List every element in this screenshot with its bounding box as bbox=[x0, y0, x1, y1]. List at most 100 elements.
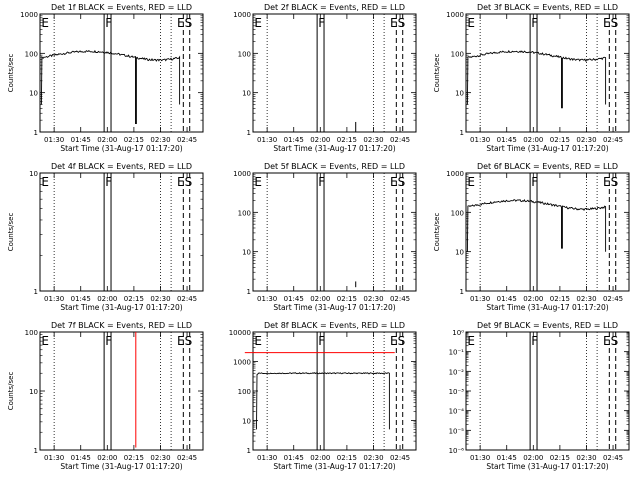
y-tick-label: 1000 bbox=[233, 170, 251, 178]
x-tick-label: 02:45 bbox=[390, 454, 410, 462]
y-tick-label: 10⁻³ bbox=[449, 388, 465, 396]
x-axis-label: Start Time (31-Aug-17 01:17:20) bbox=[273, 303, 395, 312]
data-series-events bbox=[466, 199, 607, 252]
y-tick-label: 1 bbox=[460, 129, 464, 137]
marker-label-e: E bbox=[254, 175, 262, 189]
x-tick-label: 02:45 bbox=[603, 454, 623, 462]
data-series-events bbox=[256, 372, 390, 430]
x-tick-label: 01:45 bbox=[497, 454, 517, 462]
marker-label-f: F bbox=[105, 175, 112, 189]
x-tick-label: 01:45 bbox=[71, 136, 91, 144]
chart-title: Det 9f BLACK = Events, RED = LLD bbox=[477, 321, 618, 330]
y-tick-label: 100 bbox=[451, 209, 464, 217]
y-tick-label: 10 bbox=[455, 249, 464, 257]
x-tick-label: 01:30 bbox=[44, 136, 64, 144]
plot-frame bbox=[39, 331, 204, 451]
y-tick-label: 100 bbox=[25, 50, 38, 58]
y-tick-label: 10 bbox=[29, 388, 38, 396]
marker-label-es: ES bbox=[177, 16, 192, 30]
y-axis-label: Counts/sec bbox=[7, 213, 15, 252]
marker-label-e: E bbox=[41, 334, 49, 348]
marker-label-es: ES bbox=[603, 334, 618, 348]
x-tick-label: 02:30 bbox=[150, 454, 170, 462]
y-tick-label: 100 bbox=[238, 388, 251, 396]
x-tick-label: 02:00 bbox=[310, 136, 330, 144]
x-axis-label: Start Time (31-Aug-17 01:17:20) bbox=[60, 144, 182, 153]
y-tick-label: 100 bbox=[238, 209, 251, 217]
x-tick-label: 02:15 bbox=[124, 454, 144, 462]
x-tick-label: 02:30 bbox=[363, 295, 383, 303]
x-tick-label: 01:30 bbox=[257, 136, 277, 144]
x-axis-label: Start Time (31-Aug-17 01:17:20) bbox=[60, 303, 182, 312]
x-tick-label: 02:00 bbox=[523, 136, 543, 144]
y-axis-label: Counts/sec bbox=[433, 213, 441, 252]
x-tick-label: 02:15 bbox=[550, 136, 570, 144]
x-tick-label: 01:30 bbox=[257, 454, 277, 462]
y-tick-label: 10 bbox=[455, 90, 464, 98]
x-tick-label: 01:30 bbox=[44, 454, 64, 462]
y-tick-label: 100 bbox=[25, 329, 38, 337]
x-tick-label: 02:15 bbox=[337, 136, 357, 144]
x-tick-label: 02:45 bbox=[177, 295, 197, 303]
y-tick-label: 1 bbox=[460, 288, 464, 296]
y-tick-label: 10⁻¹ bbox=[449, 349, 465, 357]
y-tick-label: 1000 bbox=[446, 170, 464, 178]
y-tick-label: 100 bbox=[451, 50, 464, 58]
y-tick-label: 10000 bbox=[229, 329, 251, 337]
marker-label-e: E bbox=[254, 16, 262, 30]
marker-label-es: ES bbox=[603, 175, 618, 189]
x-tick-label: 02:00 bbox=[310, 454, 330, 462]
y-axis-label: Counts/sec bbox=[433, 54, 441, 93]
y-tick-label: 10 bbox=[242, 90, 251, 98]
x-tick-label: 01:30 bbox=[470, 295, 490, 303]
y-tick-label: 1 bbox=[34, 129, 38, 137]
x-tick-label: 02:15 bbox=[124, 136, 144, 144]
chart-panel-6: Det 6f BLACK = Events, RED = LLD 1 10 100 10… bbox=[433, 162, 630, 312]
plot-frame bbox=[39, 13, 204, 133]
x-axis-label: Start Time (31-Aug-17 01:17:20) bbox=[60, 462, 182, 471]
y-axis-label: Counts/sec bbox=[7, 372, 15, 411]
chart-panel-7: Det 7f BLACK = Events, RED = LLD 1 10 100 01… bbox=[7, 321, 204, 471]
x-tick-label: 02:15 bbox=[337, 454, 357, 462]
x-tick-label: 02:45 bbox=[390, 295, 410, 303]
plot-frame bbox=[39, 172, 204, 292]
x-tick-label: 01:45 bbox=[497, 295, 517, 303]
marker-label-f: F bbox=[318, 334, 325, 348]
x-axis-label: Start Time (31-Aug-17 01:17:20) bbox=[486, 462, 608, 471]
y-tick-label: 10⁰ bbox=[452, 329, 464, 337]
x-tick-label: 01:45 bbox=[497, 136, 517, 144]
marker-label-e: E bbox=[467, 334, 475, 348]
chart-title: Det 3f BLACK = Events, RED = LLD bbox=[477, 3, 618, 12]
chart-title: Det 4f BLACK = Events, RED = LLD bbox=[51, 162, 192, 171]
y-tick-label: 1000 bbox=[233, 11, 251, 19]
x-tick-label: 02:00 bbox=[97, 295, 117, 303]
x-axis-label: Start Time (31-Aug-17 01:17:20) bbox=[486, 144, 608, 153]
chart-title: Det 6f BLACK = Events, RED = LLD bbox=[477, 162, 618, 171]
x-tick-label: 02:00 bbox=[523, 295, 543, 303]
marker-label-e: E bbox=[254, 334, 262, 348]
marker-label-es: ES bbox=[177, 175, 192, 189]
x-tick-label: 02:45 bbox=[177, 136, 197, 144]
x-tick-label: 02:00 bbox=[310, 295, 330, 303]
x-tick-label: 02:30 bbox=[363, 454, 383, 462]
x-tick-label: 01:30 bbox=[257, 295, 277, 303]
x-tick-label: 02:30 bbox=[576, 136, 596, 144]
x-tick-label: 02:15 bbox=[124, 295, 144, 303]
y-tick-label: 1 bbox=[34, 288, 38, 296]
chart-panel-5: Det 5f BLACK = Events, RED = LLD 1 10 100 10… bbox=[233, 162, 417, 312]
chart-title: Det 2f BLACK = Events, RED = LLD bbox=[264, 3, 405, 12]
x-tick-label: 01:30 bbox=[470, 454, 490, 462]
y-tick-label: 1 bbox=[247, 447, 251, 455]
y-tick-label: 1000 bbox=[20, 11, 38, 19]
x-tick-label: 02:30 bbox=[576, 454, 596, 462]
x-tick-label: 02:15 bbox=[337, 295, 357, 303]
marker-label-es: ES bbox=[390, 16, 405, 30]
y-tick-label: 1 bbox=[34, 447, 38, 455]
marker-label-f: F bbox=[531, 334, 538, 348]
marker-label-es: ES bbox=[390, 334, 405, 348]
marker-label-es: ES bbox=[390, 175, 405, 189]
marker-label-e: E bbox=[41, 16, 49, 30]
chart-panel-3: Det 3f BLACK = Events, RED = LLD 1 10 100 10… bbox=[433, 3, 630, 153]
marker-label-e: E bbox=[467, 16, 475, 30]
chart-panel-8: Det 8f BLACK = Events, RED = LLD 1 10 100 10… bbox=[229, 321, 417, 471]
